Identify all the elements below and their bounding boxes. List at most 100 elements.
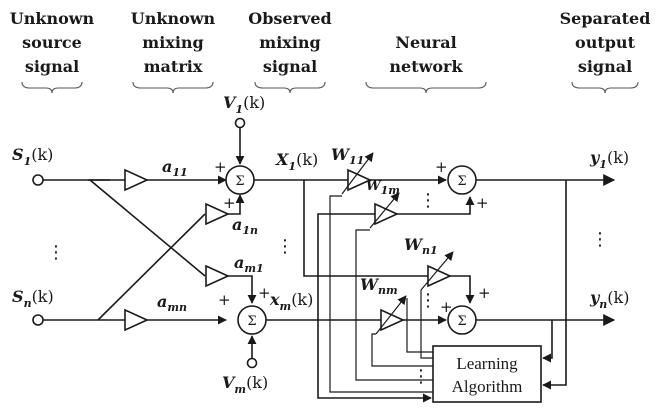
fb-yn-to-la: [542, 320, 553, 363]
wire-am1-summ: [228, 275, 257, 304]
header-output-line-2: output: [575, 33, 636, 52]
label-amn: amn: [157, 292, 187, 314]
header-matrix-line-2: mixing: [142, 33, 203, 52]
out-sum-node-n-symbol: Σ: [457, 314, 466, 329]
amp-wnm: [380, 308, 405, 332]
out-sum-node-1-symbol: Σ: [457, 174, 466, 189]
network-ellipsis-top: ⋮: [419, 190, 437, 211]
sum-node-m-plus-top: +: [258, 284, 271, 302]
header-observed-line-1: Observed: [248, 9, 331, 28]
label-am1: am1: [234, 253, 264, 275]
adapt-wnm: [375, 295, 407, 335]
noise-v1-terminal: [234, 117, 246, 129]
out-sum-node-n: Σ + +: [440, 284, 491, 335]
header-neural-brace: [365, 81, 487, 94]
output-yn-label: yn(k): [589, 288, 629, 311]
source-s1-terminal: [32, 174, 44, 186]
label-wn1: Wn1: [404, 235, 438, 257]
header-source-line-3: signal: [25, 57, 79, 76]
network-amplifiers: [347, 168, 452, 332]
header-matrix-brace: [132, 81, 214, 94]
learning-algorithm-line-2: Algorithm: [452, 377, 523, 396]
observed-x1-label: X1(k): [275, 150, 318, 173]
noise-vm-terminal: [246, 357, 258, 369]
header-source-line-1: Unknown: [10, 9, 95, 28]
header-output-line-3: signal: [578, 57, 632, 76]
la-to-wnm-2: [371, 333, 433, 367]
header-matrix-line-3: matrix: [144, 57, 203, 76]
network-ellipsis-mid: ⋮: [419, 290, 437, 311]
noise-vm-label: Vm(k): [222, 373, 268, 396]
label-a11: a11: [162, 157, 188, 179]
amp-a11: [124, 168, 149, 192]
header-observed-signal: Observed mixing signal: [248, 9, 332, 94]
amp-wn1: [427, 264, 452, 288]
wire-x1-wn1: [303, 180, 428, 277]
sources-ellipsis: ⋮: [47, 242, 65, 263]
fb-y1-to-la: [542, 180, 567, 390]
out-sum-node-n-plus-top: +: [478, 284, 491, 302]
label-wnm: Wnm: [360, 275, 398, 297]
output-y1-label: y1(k): [589, 148, 629, 171]
source-sn-label: Sn(k): [12, 287, 54, 310]
label-w11: W11: [331, 145, 364, 167]
out-sum-node-1: Σ + +: [435, 158, 489, 212]
sum-node-m: Σ + +: [218, 284, 271, 335]
la-to-wn1: [420, 290, 433, 359]
out-sum-node-n-plus-left: +: [440, 298, 453, 316]
header-source-brace: [21, 81, 83, 94]
header-source-signal: Unknown source signal: [10, 9, 95, 94]
amp-w11: [347, 168, 372, 192]
header-output-brace: [571, 81, 639, 94]
wire-xm-w1m: [317, 213, 375, 320]
sum-node-1-plus-bottom: +: [223, 194, 236, 212]
adapt-w1m: [369, 192, 400, 229]
noise-vm: Vm(k): [222, 335, 268, 396]
output-wires: [476, 174, 616, 326]
header-output-line-1: Separated: [560, 9, 651, 28]
amp-amn: [124, 308, 149, 332]
la-to-w11: [329, 195, 433, 393]
mixing-wires: [43, 175, 257, 325]
header-observed-line-3: signal: [263, 57, 317, 76]
learning-algorithm-box: [432, 345, 542, 403]
wire-sn-a1n: [97, 213, 206, 321]
wire-s1-am1: [89, 179, 206, 277]
header-output-signal: Separated output signal: [560, 9, 651, 94]
sum-node-1: Σ + +: [214, 158, 255, 212]
header-matrix-line-1: Unknown: [131, 9, 216, 28]
source-sn-terminal: [32, 314, 44, 326]
amp-am1: [205, 264, 230, 288]
header-neural-line-1: Neural: [395, 33, 456, 52]
la-to-wnm: [406, 298, 433, 353]
noise-v1-label: V1(k): [223, 93, 265, 116]
sum-node-1-symbol: Σ: [235, 174, 244, 189]
sum-node-m-symbol: Σ: [247, 314, 256, 329]
header-observed-brace: [254, 81, 326, 94]
outputs-ellipsis: ⋮: [591, 229, 609, 250]
wire-wn1-outn: [450, 275, 475, 304]
header-neural-network: Neural network: [365, 33, 487, 94]
fb-x-to-la: [317, 320, 432, 403]
wire-w1m-out1: [397, 196, 475, 215]
out-sum-node-1-plus-bottom: +: [476, 194, 489, 212]
wire-a1n-sum1: [228, 194, 245, 215]
adaptive-arrows: [341, 152, 454, 335]
network-wires: [254, 175, 475, 325]
header-mixing-matrix: Unknown mixing matrix: [131, 9, 216, 94]
source-s1: S1(k): [12, 145, 53, 186]
label-a1n: a1n: [232, 215, 258, 237]
header-observed-line-2: mixing: [259, 33, 320, 52]
out-sum-node-1-plus-left: +: [435, 158, 448, 176]
sum-node-m-plus-left: +: [218, 291, 231, 309]
la-to-w1m: [355, 229, 433, 381]
sum-node-1-plus-left: +: [214, 158, 227, 176]
label-w1m: W1m: [366, 179, 400, 197]
feedback-wires: [317, 180, 567, 403]
observed-ellipsis: ⋮: [276, 236, 294, 257]
learning-ellipsis: ⋮: [412, 366, 430, 387]
amp-w1m: [374, 202, 399, 226]
adapt-wn1: [420, 251, 454, 291]
